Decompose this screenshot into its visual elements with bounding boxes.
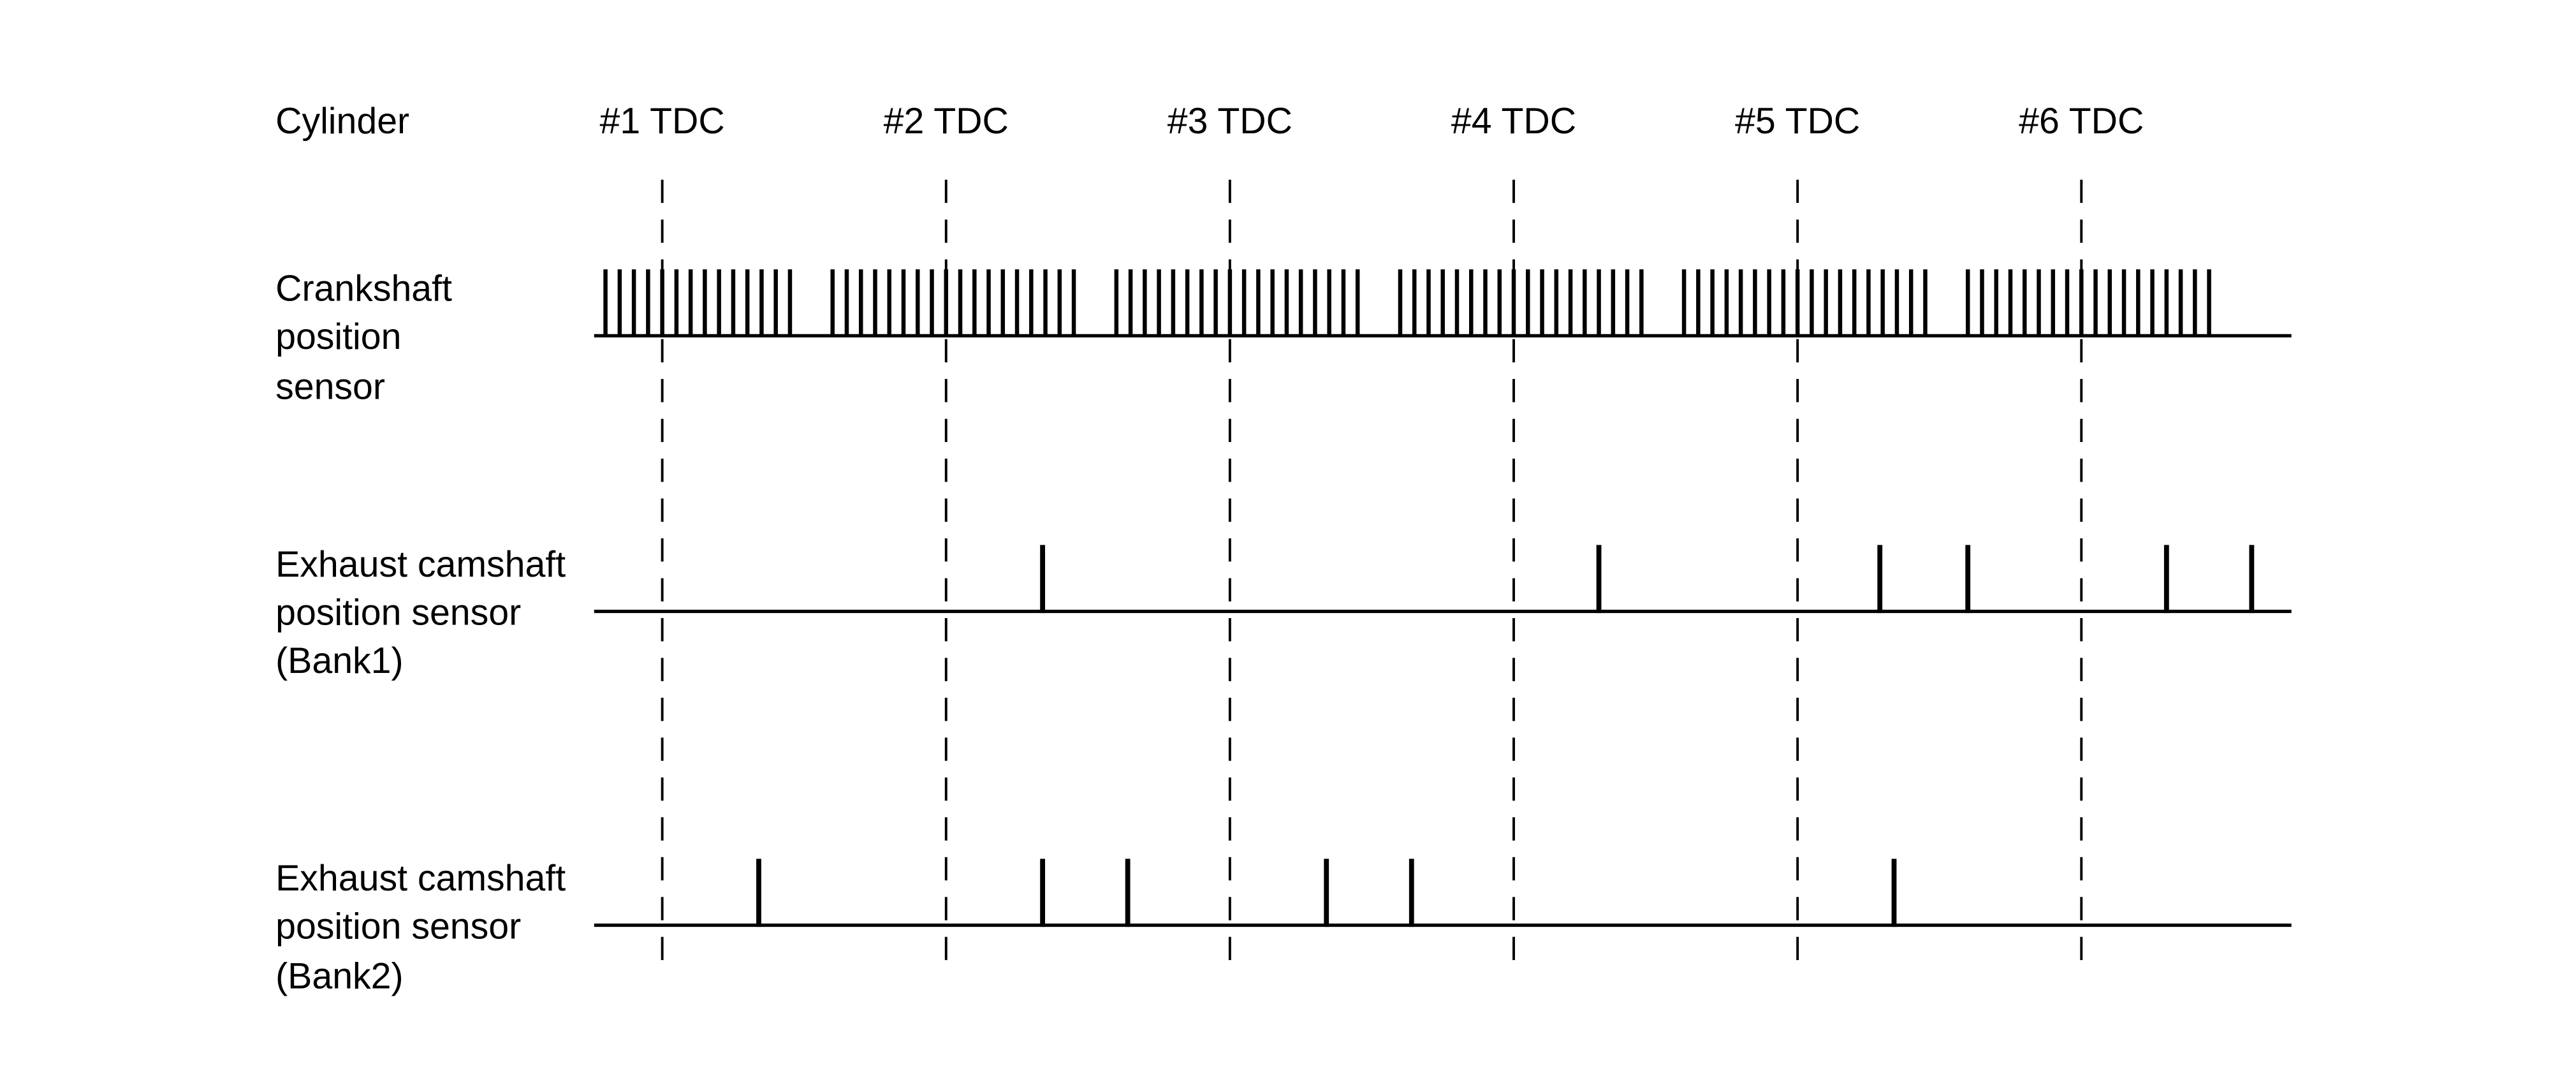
tdc-label-4: #4 TDC [1451,101,1576,142]
bank2-label-line-1: Exhaust camshaft [275,858,566,899]
crank-label-line-1: Crankshaft [275,269,452,309]
crank-label-line-2: position [275,316,401,357]
tdc-label-1: #1 TDC [600,101,725,142]
signal-marks [594,179,2292,969]
bank1-label: Exhaust camshaft position sensor (Bank1) [275,544,566,681]
tdc-label-5: #5 TDC [1735,101,1860,142]
bank2-label-line-2: position sensor [275,906,521,947]
bank1-label-line-1: Exhaust camshaft [275,544,566,585]
crank-label: Crankshaft position sensor [275,269,452,408]
header-row: Cylinder #1 TDC #2 TDC #3 TDC #4 TDC #5 … [275,101,2144,142]
bank1-label-line-3: (Bank1) [275,640,403,681]
bank2-label: Exhaust camshaft position sensor (Bank2) [275,858,566,997]
tdc-label-6: #6 TDC [2019,101,2144,142]
bank1-label-line-2: position sensor [275,592,521,633]
tdc-label-3: #3 TDC [1167,101,1292,142]
cylinder-label: Cylinder [275,101,409,142]
tdc-label-2: #2 TDC [884,101,1009,142]
bank2-label-line-3: (Bank2) [275,956,403,996]
crank-label-line-3: sensor [275,366,385,407]
